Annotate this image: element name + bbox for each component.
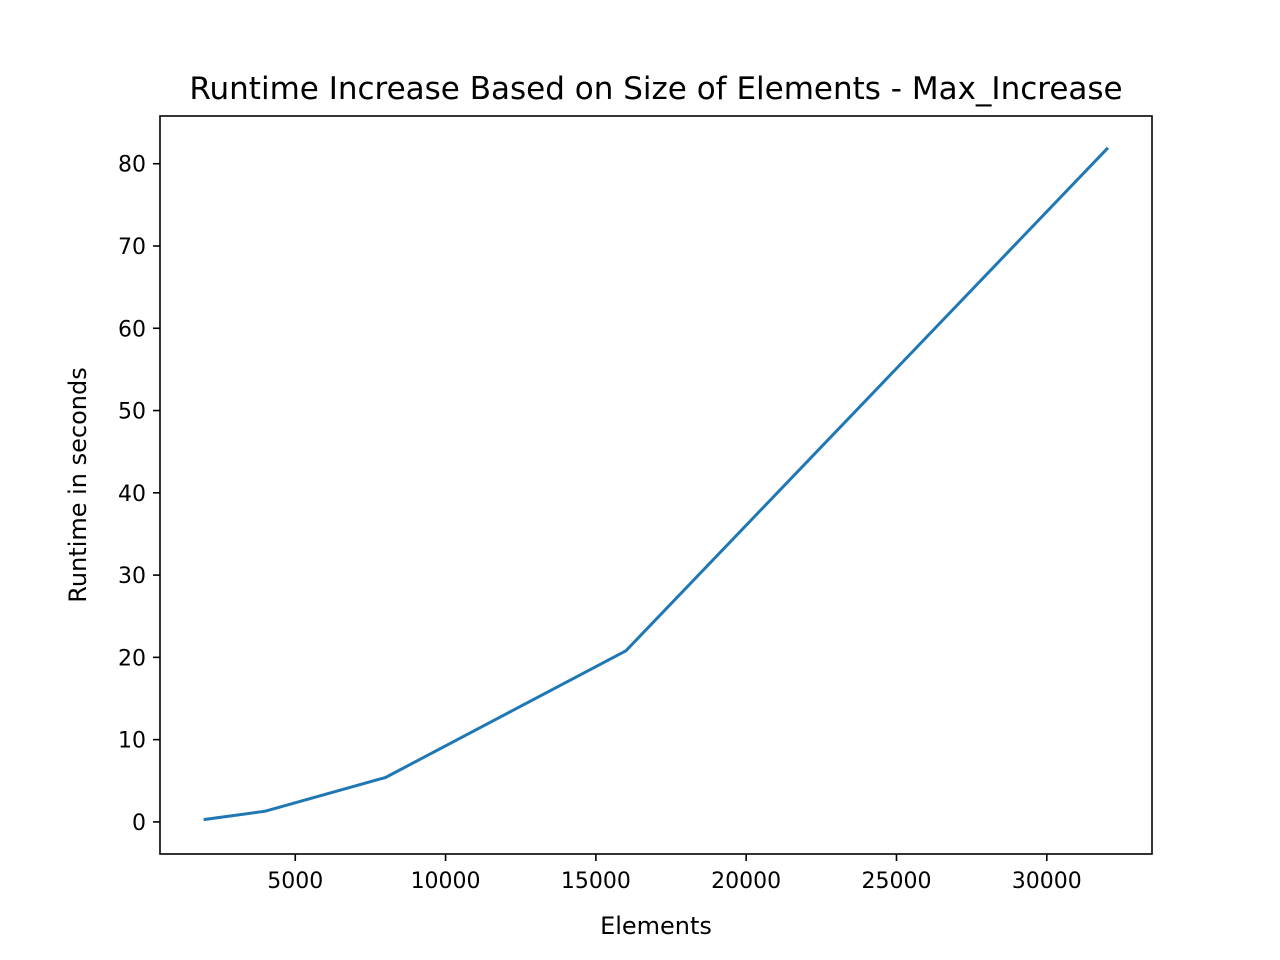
y-tick-label: 30 [118,564,146,589]
x-tick-label: 10000 [411,869,481,894]
chart-title: Runtime Increase Based on Size of Elemen… [189,71,1122,107]
y-tick-label: 20 [118,646,146,671]
x-tick-label: 20000 [711,869,781,894]
x-tick-label: 15000 [561,869,631,894]
y-tick-label: 10 [118,729,146,754]
x-axis-label: Elements [600,912,712,940]
x-tick-label: 25000 [861,869,931,894]
y-tick-label: 80 [118,153,146,178]
y-axis-label: Runtime in seconds [64,367,92,602]
plot-frame [159,115,1153,855]
y-tick-label: 0 [132,811,146,836]
y-axis-ticks: 0 10 20 30 40 50 60 70 80 [118,153,160,836]
x-tick-label: 30000 [1012,869,1082,894]
plot-area [203,146,1110,822]
series-line [203,146,1110,822]
y-tick-label: 70 [118,235,146,260]
y-tick-label: 60 [118,317,146,342]
y-tick-label: 50 [118,400,146,425]
y-tick-label: 40 [118,482,146,507]
x-axis-ticks: 5000 10000 15000 20000 25000 30000 [267,854,1082,894]
x-tick-label: 5000 [267,869,323,894]
